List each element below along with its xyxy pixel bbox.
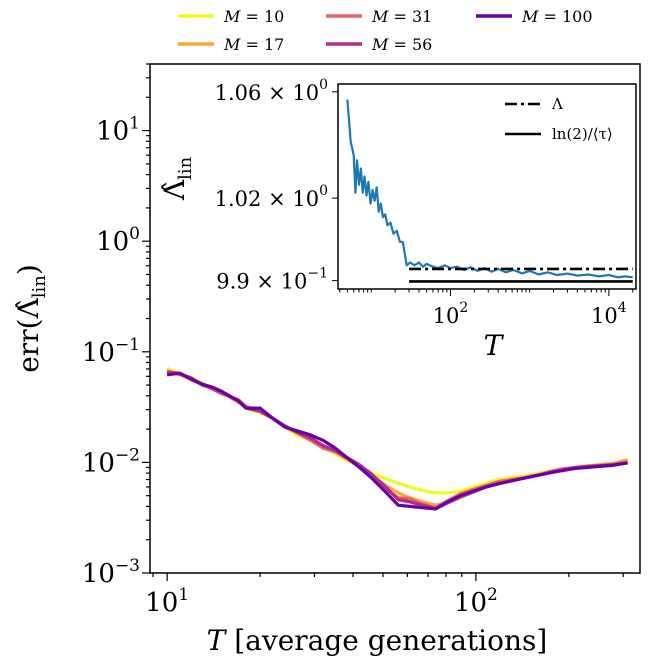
inset-y-tick-label: 9.9 × 10−1	[216, 266, 328, 294]
inset-legend-entry-1: Λ	[551, 95, 563, 113]
inset-background	[338, 84, 636, 289]
main-series-lines	[166, 366, 629, 511]
main-series-line-4	[166, 370, 628, 511]
inset-legend: Λln(2)/⟨τ⟩	[505, 95, 613, 143]
main-series-line-5	[166, 371, 628, 511]
inset-axes-frame	[337, 83, 637, 290]
inset-series-lines	[346, 99, 633, 283]
legend-entry-1: M = 10	[223, 7, 284, 26]
main-legend: M = 10 M = 17 M = 31 M = 56 M = 100	[178, 7, 593, 54]
inset-y-tick-label: 1.06 × 100	[215, 77, 328, 105]
main-y-tick-label: 101	[96, 114, 140, 147]
inset-y-ticks: 9.9 × 10−1 1.02 × 100 1.06 × 100	[215, 77, 338, 294]
inset-plot: 102 104 9.9 × 10−1 1.02 × 100 1.06 × 100 Λl…	[158, 77, 637, 362]
legend-entry-5: M = 100	[521, 7, 593, 26]
main-y-tick-label: 10−1	[82, 335, 140, 368]
inset-y-axis-label: Λ̂lin	[158, 156, 196, 201]
main-y-tick-label: 10−3	[82, 556, 140, 589]
main-series-line-2	[166, 368, 629, 507]
main-x-axis-label: T [average generations]	[207, 624, 548, 657]
inset-x-ticks: 102 104	[339, 289, 634, 328]
main-plot: 101 102 10−3 10−2 10−1 100 101 T [average gen…	[12, 63, 641, 657]
main-y-ticks: 10−3 10−2 10−1 100 101	[82, 63, 150, 589]
main-y-tick-label: 10−2	[82, 445, 140, 478]
legend-entry-3: M = 31	[371, 7, 432, 26]
inset-x-axis-label: T	[484, 329, 505, 362]
main-x-tick-label: 102	[454, 585, 498, 618]
main-y-axis-label: err(Λ̂lin)	[12, 264, 50, 373]
legend-entry-4: M = 56	[371, 35, 432, 54]
main-y-tick-label: 100	[96, 224, 140, 257]
main-series-line-1	[166, 366, 628, 495]
inset-y-tick-label: 1.02 × 100	[215, 183, 328, 211]
main-x-tick-label: 101	[145, 585, 189, 618]
main-x-ticks: 101 102	[145, 573, 624, 618]
inset-x-tick-label: 102	[433, 300, 469, 328]
inset-legend-entry-2: ln(2)/⟨τ⟩	[552, 125, 613, 143]
legend-entry-2: M = 17	[223, 35, 284, 54]
main-series-line-3	[166, 370, 628, 510]
inset-x-tick-label: 104	[591, 300, 627, 328]
inset-series-line	[346, 99, 633, 279]
